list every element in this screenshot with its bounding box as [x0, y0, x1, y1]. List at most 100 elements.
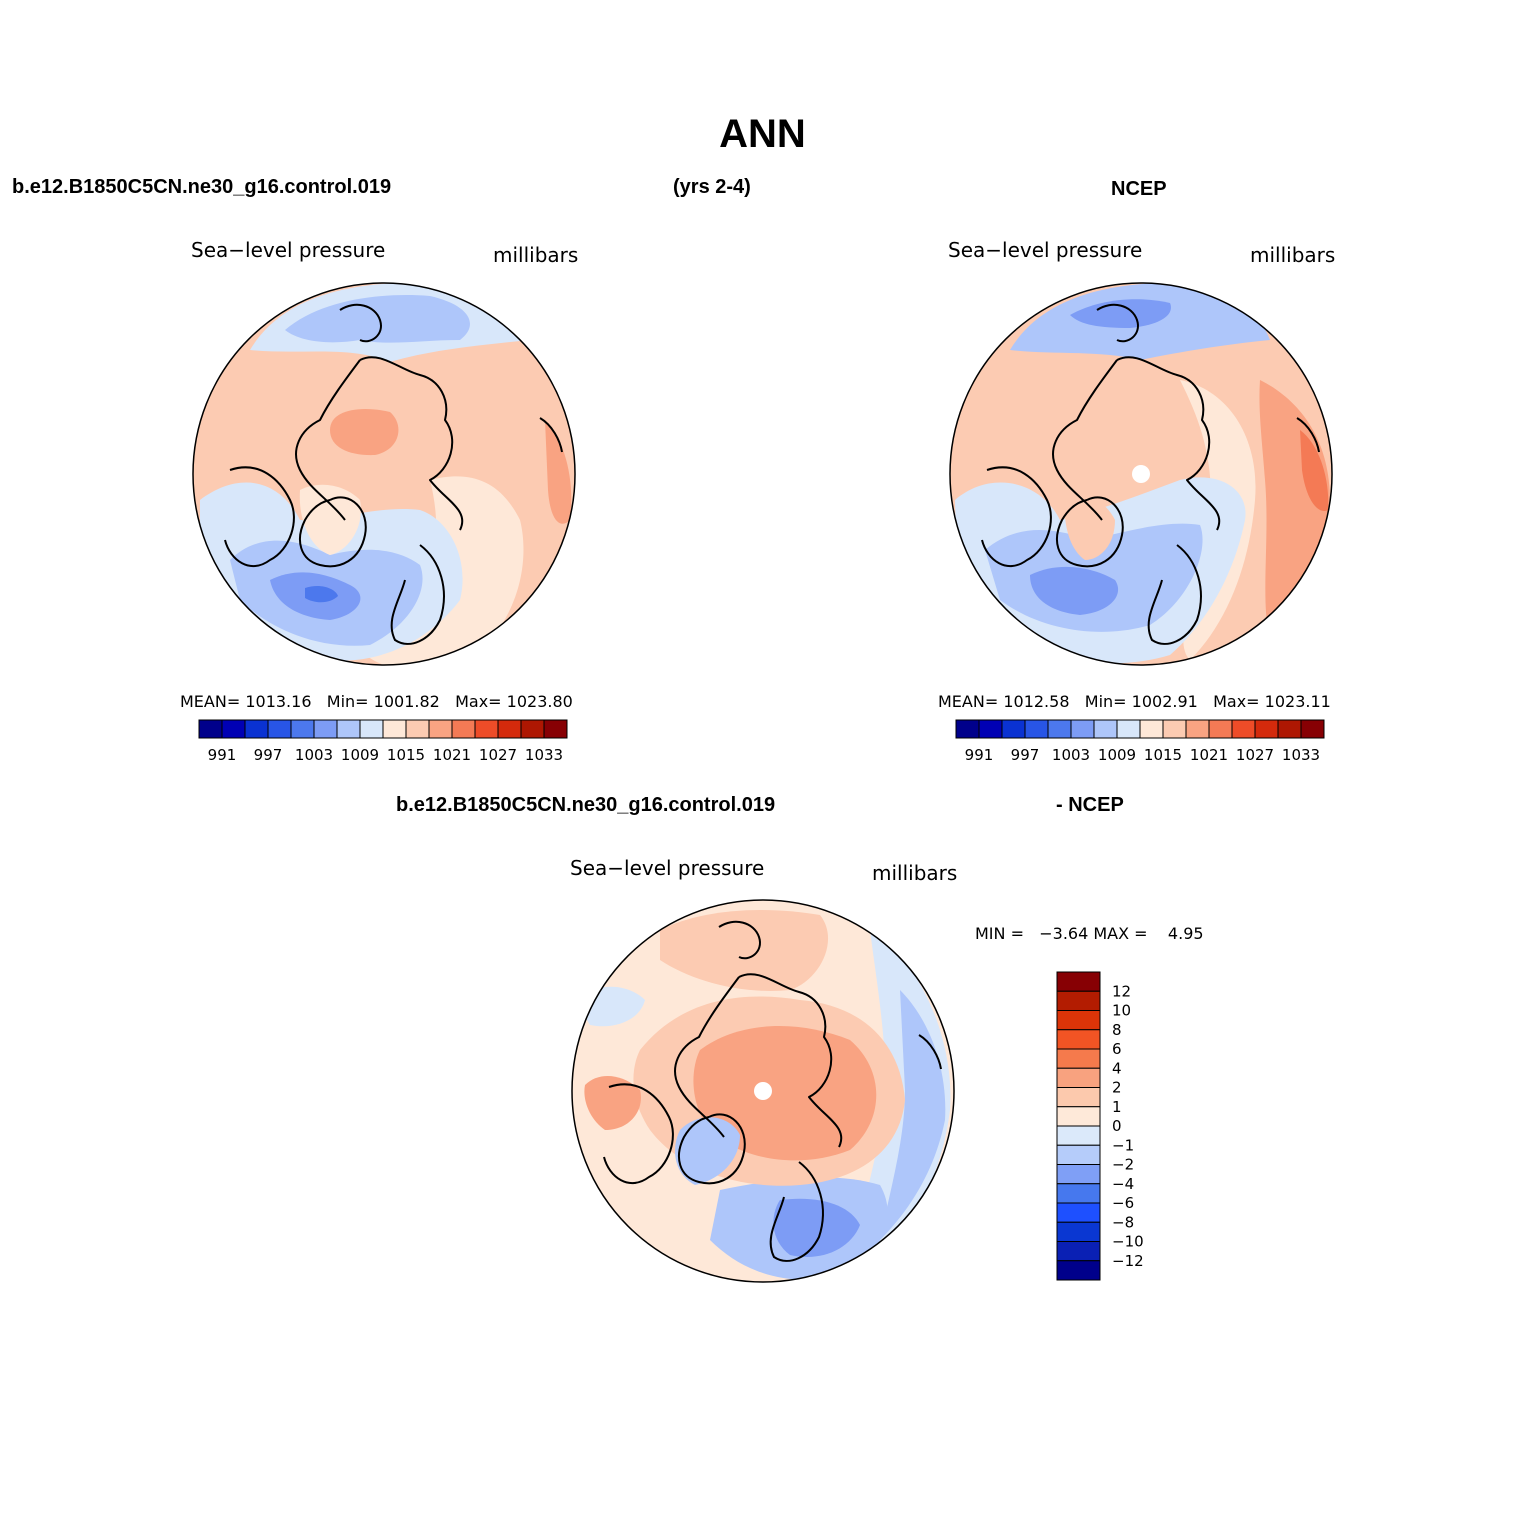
diff-colorbar-tick-label: −12: [1112, 1252, 1144, 1270]
diff-colorbar-box: [1056, 1164, 1101, 1185]
model-stats: MEAN= 1013.16 Min= 1001.82 Max= 1023.80: [180, 692, 573, 711]
obs-colorbar-tick-label: 997: [1011, 746, 1040, 764]
diff-colorbar-tick-label: 4: [1112, 1059, 1122, 1077]
model-colorbar-tick-label: 1009: [341, 746, 379, 764]
obs-coast-eurasia: [1116, 356, 1221, 531]
diff-colorbar-tick-label: −4: [1112, 1175, 1134, 1193]
diff-colorbar-box: [1056, 1241, 1101, 1262]
model-colorbar-box: [543, 719, 568, 739]
obs-colorbar-box: [1277, 719, 1302, 739]
diff-coast-eurasia: [738, 973, 843, 1148]
obs-colorbar-box: [1116, 719, 1141, 739]
diff-colorbar-box: [1056, 1106, 1101, 1127]
diff-coast-siberia: [674, 976, 740, 1138]
model-min-label: Min=: [326, 692, 369, 711]
diff-colorbar-tick-label: 6: [1112, 1040, 1122, 1058]
diff-colorbar-box: [1056, 1221, 1101, 1242]
obs-colorbar-box: [1070, 719, 1095, 739]
obs-low-center: [1030, 566, 1119, 615]
model-colorbar-box: [336, 719, 361, 739]
obs-colorbar-box: [1162, 719, 1187, 739]
model-colorbar-box: [382, 719, 407, 739]
obs-colorbar-tick-label: 1021: [1190, 746, 1228, 764]
plot-title: ANN: [719, 112, 806, 156]
obs-colorbar-box: [1208, 719, 1233, 739]
obs-colorbar-tick-label: 1003: [1052, 746, 1090, 764]
model-colorbar-box: [405, 719, 430, 739]
obs-coast-greenland: [1056, 496, 1124, 568]
model-coast-japan: [539, 417, 563, 453]
diff-colorbar-tick-label: 2: [1112, 1079, 1122, 1097]
diff-colorbar-tick-label: 12: [1112, 982, 1131, 1000]
diff-coast-japan: [918, 1034, 942, 1070]
obs-mean-value: 1012.58: [1003, 692, 1070, 711]
model-coastlines: [224, 303, 563, 645]
model-colorbar-box: [359, 719, 384, 739]
obs-pole-gap: [1132, 465, 1150, 483]
model-colorbar-box: [198, 719, 223, 739]
diff-colorbar-box: [1056, 1048, 1101, 1069]
model-colorbar-box: [267, 719, 292, 739]
model-colorbar-box: [497, 719, 522, 739]
obs-max-label: Max=: [1213, 692, 1260, 711]
model-low-core: [305, 585, 338, 603]
model-coast-siberia: [295, 359, 361, 521]
diff-colorbar-box: [1056, 1087, 1101, 1108]
diff-coastlines: [603, 920, 942, 1262]
model-coast-greenland: [299, 496, 367, 568]
obs-colorbar-box: [1185, 719, 1210, 739]
diff-colorbar-box: [1056, 1010, 1101, 1031]
model-colorbar-box: [474, 719, 499, 739]
obs-colorbar-box: [1093, 719, 1118, 739]
model-colorbar-box: [244, 719, 269, 739]
model-colorbar: 991 997 1003 1009 1015 1021 1027 1033: [198, 719, 568, 764]
model-colorbar-box: [451, 719, 476, 739]
model-colorbar-tick-label: 1003: [295, 746, 333, 764]
diff-colorbar-box: [1056, 1260, 1101, 1281]
obs-colorbar-box: [1047, 719, 1072, 739]
obs-min-value: 1002.91: [1131, 692, 1198, 711]
model-colorbar-box: [428, 719, 453, 739]
diff-map-border: [571, 899, 955, 1283]
model-colorbar-box: [221, 719, 246, 739]
diff-colorbar-tick-label: −10: [1112, 1233, 1144, 1251]
diff-colorbar-tick-label: 10: [1112, 1002, 1131, 1020]
diff-colorbar-tick-label: −6: [1112, 1194, 1134, 1212]
diff-colorbar-tick-label: 8: [1112, 1021, 1122, 1039]
obs-coast-siberia: [1052, 359, 1118, 521]
model-colorbar-box: [520, 719, 545, 739]
diff-coast-alaska: [718, 920, 761, 960]
case-name: b.e12.B1850C5CN.ne30_g16.control.019: [12, 176, 392, 198]
model-min-value: 1001.82: [373, 692, 440, 711]
diff-colorbar-box: [1056, 1067, 1101, 1088]
diff-colorbar-box: [1056, 990, 1101, 1011]
diff-obs-name: - NCEP: [1056, 794, 1124, 816]
obs-units-label: millibars: [1250, 243, 1336, 267]
model-max-value: 1023.80: [506, 692, 573, 711]
obs-colorbar-tick-label: 1015: [1144, 746, 1182, 764]
diff-warm-west: [584, 1075, 641, 1130]
model-greenland-warm: [299, 484, 361, 555]
obs-colorbar-box: [978, 719, 1003, 739]
model-east-warm: [545, 420, 572, 524]
model-coast-alaska: [339, 303, 382, 343]
obs-stats: MEAN= 1012.58 Min= 1002.91 Max= 1023.11: [938, 692, 1331, 711]
model-colorbar-tick-label: 1027: [479, 746, 517, 764]
obs-map: [949, 282, 1333, 666]
diff-colorbar-tick-label: 1: [1112, 1098, 1122, 1116]
model-variable-label: Sea−level pressure: [191, 238, 386, 262]
model-colorbar-tick-label: 997: [254, 746, 283, 764]
obs-colorbar-box: [1231, 719, 1256, 739]
years-label: (yrs 2-4): [673, 176, 751, 198]
diff-max-value: 4.95: [1167, 924, 1204, 943]
diff-units-label: millibars: [872, 861, 958, 885]
diff-variable-label: Sea−level pressure: [570, 856, 765, 880]
model-colorbar-tick-label: 1015: [387, 746, 425, 764]
obs-colorbar-box: [1300, 719, 1325, 739]
diff-colorbar-box: [1056, 1202, 1101, 1223]
model-cool-north-inner: [285, 295, 470, 343]
model-map: [192, 282, 576, 666]
diff-max-label: MAX =: [1093, 924, 1148, 943]
